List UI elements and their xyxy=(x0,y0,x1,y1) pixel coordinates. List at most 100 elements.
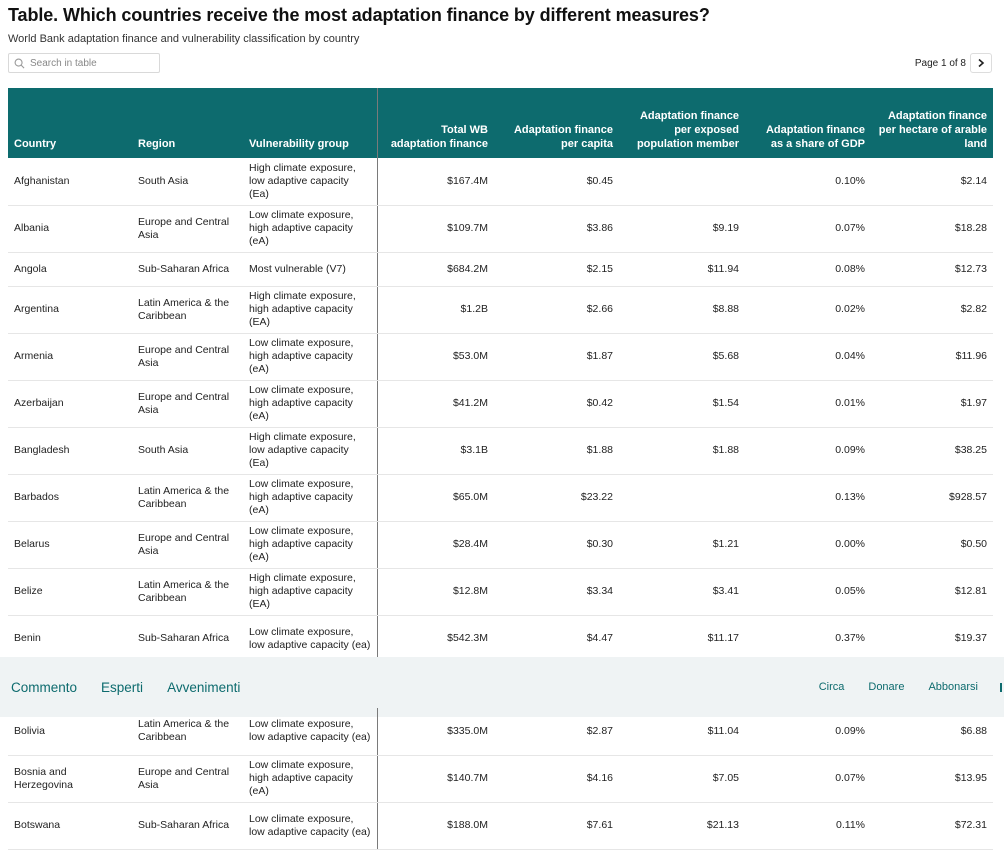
cell-vulnerability: High climate exposure, low adaptive capa… xyxy=(243,427,378,475)
cell-country: Bolivia xyxy=(8,708,132,756)
cell-per-exposed xyxy=(619,158,745,206)
table-row: Bangladesh South Asia High climate exposur… xyxy=(8,427,993,475)
cell-per-capita: $3.86 xyxy=(494,205,619,253)
cell-share-gdp: 0.09% xyxy=(745,427,871,475)
nav-link-avvenimenti[interactable]: Avvenimenti xyxy=(167,679,241,695)
cell-per-exposed: $21.13 xyxy=(619,802,745,850)
cell-per-hectare: $38.25 xyxy=(871,427,993,475)
cell-country: Afghanistan xyxy=(8,158,132,206)
cell-per-capita: $7.61 xyxy=(494,802,619,850)
cell-per-capita: $0.42 xyxy=(494,380,619,428)
cell-total: $335.0M xyxy=(377,708,494,756)
cell-per-capita: $3.34 xyxy=(494,568,619,616)
cell-vulnerability: High climate exposure, high adaptive cap… xyxy=(243,568,378,616)
cell-per-hectare: $2.14 xyxy=(871,158,993,206)
cell-region: Latin America & the Caribbean xyxy=(132,568,243,616)
table-row: Albania Europe and Central Asia Low climat… xyxy=(8,205,993,253)
cell-total: $3.1B xyxy=(377,427,494,475)
column-header-share-gdp[interactable]: Adaptation finance as a share of GDP xyxy=(745,88,871,158)
table-row: Belarus Europe and Central Asia Low climat… xyxy=(8,521,993,569)
nav-link-circa[interactable]: Circa xyxy=(818,681,845,693)
cell-total: $53.0M xyxy=(377,333,494,381)
cell-per-hectare: $19.37 xyxy=(871,615,993,663)
cell-total: $28.4M xyxy=(377,521,494,569)
cell-per-exposed: $3.41 xyxy=(619,568,745,616)
table-row: Barbados Latin America & the Caribbean Low… xyxy=(8,474,993,522)
cell-country: Barbados xyxy=(8,474,132,522)
cell-share-gdp: 0.08% xyxy=(745,252,871,287)
cell-per-hectare: $1.97 xyxy=(871,380,993,428)
chevron-right-icon xyxy=(978,58,985,68)
column-header-region[interactable]: Region xyxy=(132,88,243,158)
data-table-continued: Bolivia Latin America & the Caribbean Low … xyxy=(8,708,993,850)
cell-share-gdp: 0.11% xyxy=(745,802,871,850)
cell-share-gdp: 0.00% xyxy=(745,521,871,569)
cell-region: South Asia xyxy=(132,427,243,475)
column-header-country[interactable]: Country xyxy=(8,88,132,158)
cell-total: $188.0M xyxy=(377,802,494,850)
nav-link-esperti[interactable]: Esperti xyxy=(101,679,144,695)
next-page-button[interactable] xyxy=(970,53,992,73)
nav-link-commento[interactable]: Commento xyxy=(11,679,78,695)
cell-region: Sub-Saharan Africa xyxy=(132,802,243,850)
nav-overflow-edge xyxy=(1000,682,1002,692)
cell-share-gdp: 0.01% xyxy=(745,380,871,428)
column-header-per-hectare[interactable]: Adaptation finance per hectare of arable… xyxy=(871,88,993,158)
cell-vulnerability: Low climate exposure, high adaptive capa… xyxy=(243,333,378,381)
cell-per-capita: $4.16 xyxy=(494,755,619,803)
site-navbar: Commento Esperti Avvenimenti Circa Donar… xyxy=(0,657,1004,717)
cell-total: $140.7M xyxy=(377,755,494,803)
cell-per-exposed: $11.17 xyxy=(619,615,745,663)
table-header-row: Country Region Vulnerability group Total… xyxy=(8,88,993,158)
search-box[interactable] xyxy=(8,53,160,73)
cell-region: Sub-Saharan Africa xyxy=(132,615,243,663)
column-header-vulnerability[interactable]: Vulnerability group xyxy=(243,88,378,158)
cell-vulnerability: Low climate exposure, high adaptive capa… xyxy=(243,380,378,428)
cell-per-hectare: $13.95 xyxy=(871,755,993,803)
cell-per-exposed: $11.94 xyxy=(619,252,745,287)
column-header-per-exposed[interactable]: Adaptation finance per exposed populatio… xyxy=(619,88,745,158)
table-row: Benin Sub-Saharan Africa Low climate expos… xyxy=(8,615,993,663)
cell-per-exposed: $1.54 xyxy=(619,380,745,428)
nav-primary: Commento Esperti Avvenimenti xyxy=(11,680,264,695)
cell-per-exposed xyxy=(619,474,745,522)
cell-per-exposed: $7.05 xyxy=(619,755,745,803)
nav-link-abbonarsi[interactable]: Abbonarsi xyxy=(928,681,978,693)
cell-per-hectare: $72.31 xyxy=(871,802,993,850)
cell-vulnerability: Low climate exposure, high adaptive capa… xyxy=(243,474,378,522)
cell-share-gdp: 0.07% xyxy=(745,205,871,253)
search-input[interactable] xyxy=(30,57,150,69)
cell-total: $65.0M xyxy=(377,474,494,522)
cell-share-gdp: 0.37% xyxy=(745,615,871,663)
cell-country: Bangladesh xyxy=(8,427,132,475)
nav-secondary: Circa Donare Abbonarsi xyxy=(795,657,1004,717)
cell-share-gdp: 0.02% xyxy=(745,286,871,334)
column-header-total[interactable]: Total WB adaptation finance xyxy=(377,88,494,158)
page-subtitle: World Bank adaptation finance and vulner… xyxy=(8,33,360,45)
cell-per-hectare: $2.82 xyxy=(871,286,993,334)
table-row: Bolivia Latin America & the Caribbean Low … xyxy=(8,708,993,756)
cell-country: Belarus xyxy=(8,521,132,569)
cell-region: Latin America & the Caribbean xyxy=(132,708,243,756)
cell-per-capita: $0.30 xyxy=(494,521,619,569)
cell-per-capita: $23.22 xyxy=(494,474,619,522)
data-table: Country Region Vulnerability group Total… xyxy=(8,88,993,663)
cell-share-gdp: 0.04% xyxy=(745,333,871,381)
table-row: Argentina Latin America & the Caribbean Hi… xyxy=(8,286,993,334)
cell-share-gdp: 0.09% xyxy=(745,708,871,756)
cell-per-capita: $0.45 xyxy=(494,158,619,206)
cell-total: $167.4M xyxy=(377,158,494,206)
cell-per-capita: $1.87 xyxy=(494,333,619,381)
cell-total: $542.3M xyxy=(377,615,494,663)
search-icon xyxy=(14,58,25,68)
cell-vulnerability: Low climate exposure, low adaptive capac… xyxy=(243,708,378,756)
cell-region: Latin America & the Caribbean xyxy=(132,286,243,334)
cell-per-exposed: $11.04 xyxy=(619,708,745,756)
cell-region: Latin America & the Caribbean xyxy=(132,474,243,522)
cell-total: $109.7M xyxy=(377,205,494,253)
cell-total: $1.2B xyxy=(377,286,494,334)
cell-per-capita: $1.88 xyxy=(494,427,619,475)
nav-link-donare[interactable]: Donare xyxy=(868,681,905,693)
cell-country: Armenia xyxy=(8,333,132,381)
column-header-per-capita[interactable]: Adaptation finance per capita xyxy=(494,88,619,158)
